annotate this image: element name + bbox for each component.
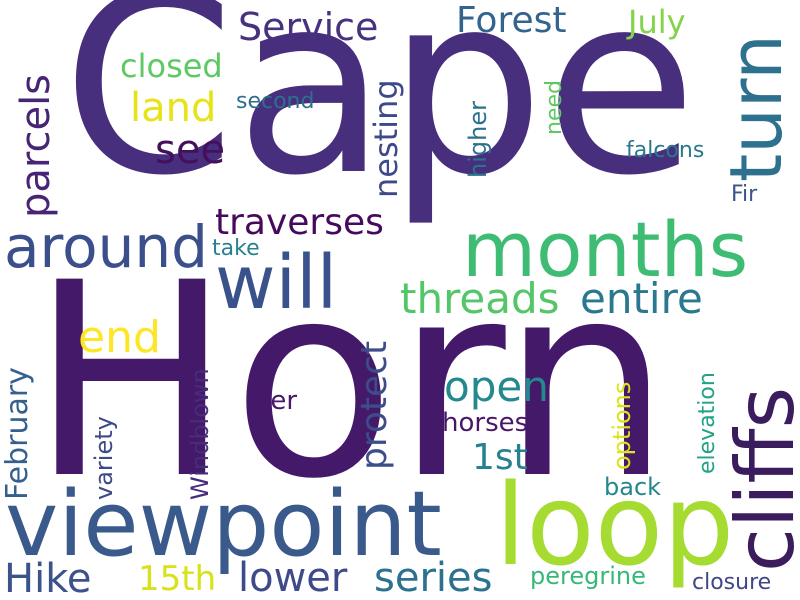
- word-end: end: [78, 312, 161, 363]
- word-take: take: [212, 236, 260, 261]
- word-elevation: elevation: [695, 372, 720, 474]
- word-around: around: [4, 213, 208, 281]
- word-horn: Horn: [30, 226, 671, 538]
- word-entire: entire: [580, 274, 703, 323]
- word-hike: Hike: [4, 556, 92, 600]
- word-higher: higher: [464, 101, 492, 178]
- word-loop: loop: [495, 461, 735, 591]
- word-closure: closure: [692, 570, 772, 595]
- word-see: see: [155, 127, 226, 173]
- word-back: back: [604, 473, 662, 501]
- word-variety: variety: [90, 416, 118, 500]
- word-15th: 15th: [138, 559, 217, 599]
- word-fir: Fir: [731, 182, 758, 207]
- word-traverses: traverses: [215, 202, 384, 243]
- word-threads: threads: [400, 274, 560, 323]
- word-protect: protect: [354, 340, 395, 470]
- word-forest: Forest: [456, 0, 567, 41]
- word-turn: turn: [714, 34, 798, 182]
- word-months: months: [462, 205, 749, 294]
- word-series: series: [374, 555, 493, 600]
- word-closed: closed: [120, 47, 223, 85]
- word-will: will: [215, 240, 338, 326]
- word-land: land: [130, 85, 217, 131]
- word-need: need: [542, 80, 567, 135]
- word-viewpoint: viewpoint: [5, 472, 442, 577]
- word-options: options: [608, 381, 636, 470]
- word-1st: 1st: [472, 437, 528, 478]
- word-nesting: nesting: [367, 79, 405, 198]
- word-july: July: [628, 3, 686, 41]
- word-falcons: falcons: [626, 138, 705, 163]
- word-service: Service: [238, 5, 379, 49]
- word-horses: horses: [442, 408, 529, 438]
- word-parcels: parcels: [13, 73, 59, 218]
- word-lower: lower: [238, 555, 348, 600]
- word-open: open: [444, 362, 549, 411]
- word-peregrine: peregrine: [530, 562, 646, 590]
- word-cape: Cape: [62, 0, 698, 230]
- word-february: February: [0, 367, 35, 500]
- word-windblown: Windblown: [186, 368, 214, 500]
- word-cliffs: cliffs: [719, 386, 800, 572]
- word-tier: tier: [253, 386, 298, 416]
- word-second: second: [236, 89, 315, 114]
